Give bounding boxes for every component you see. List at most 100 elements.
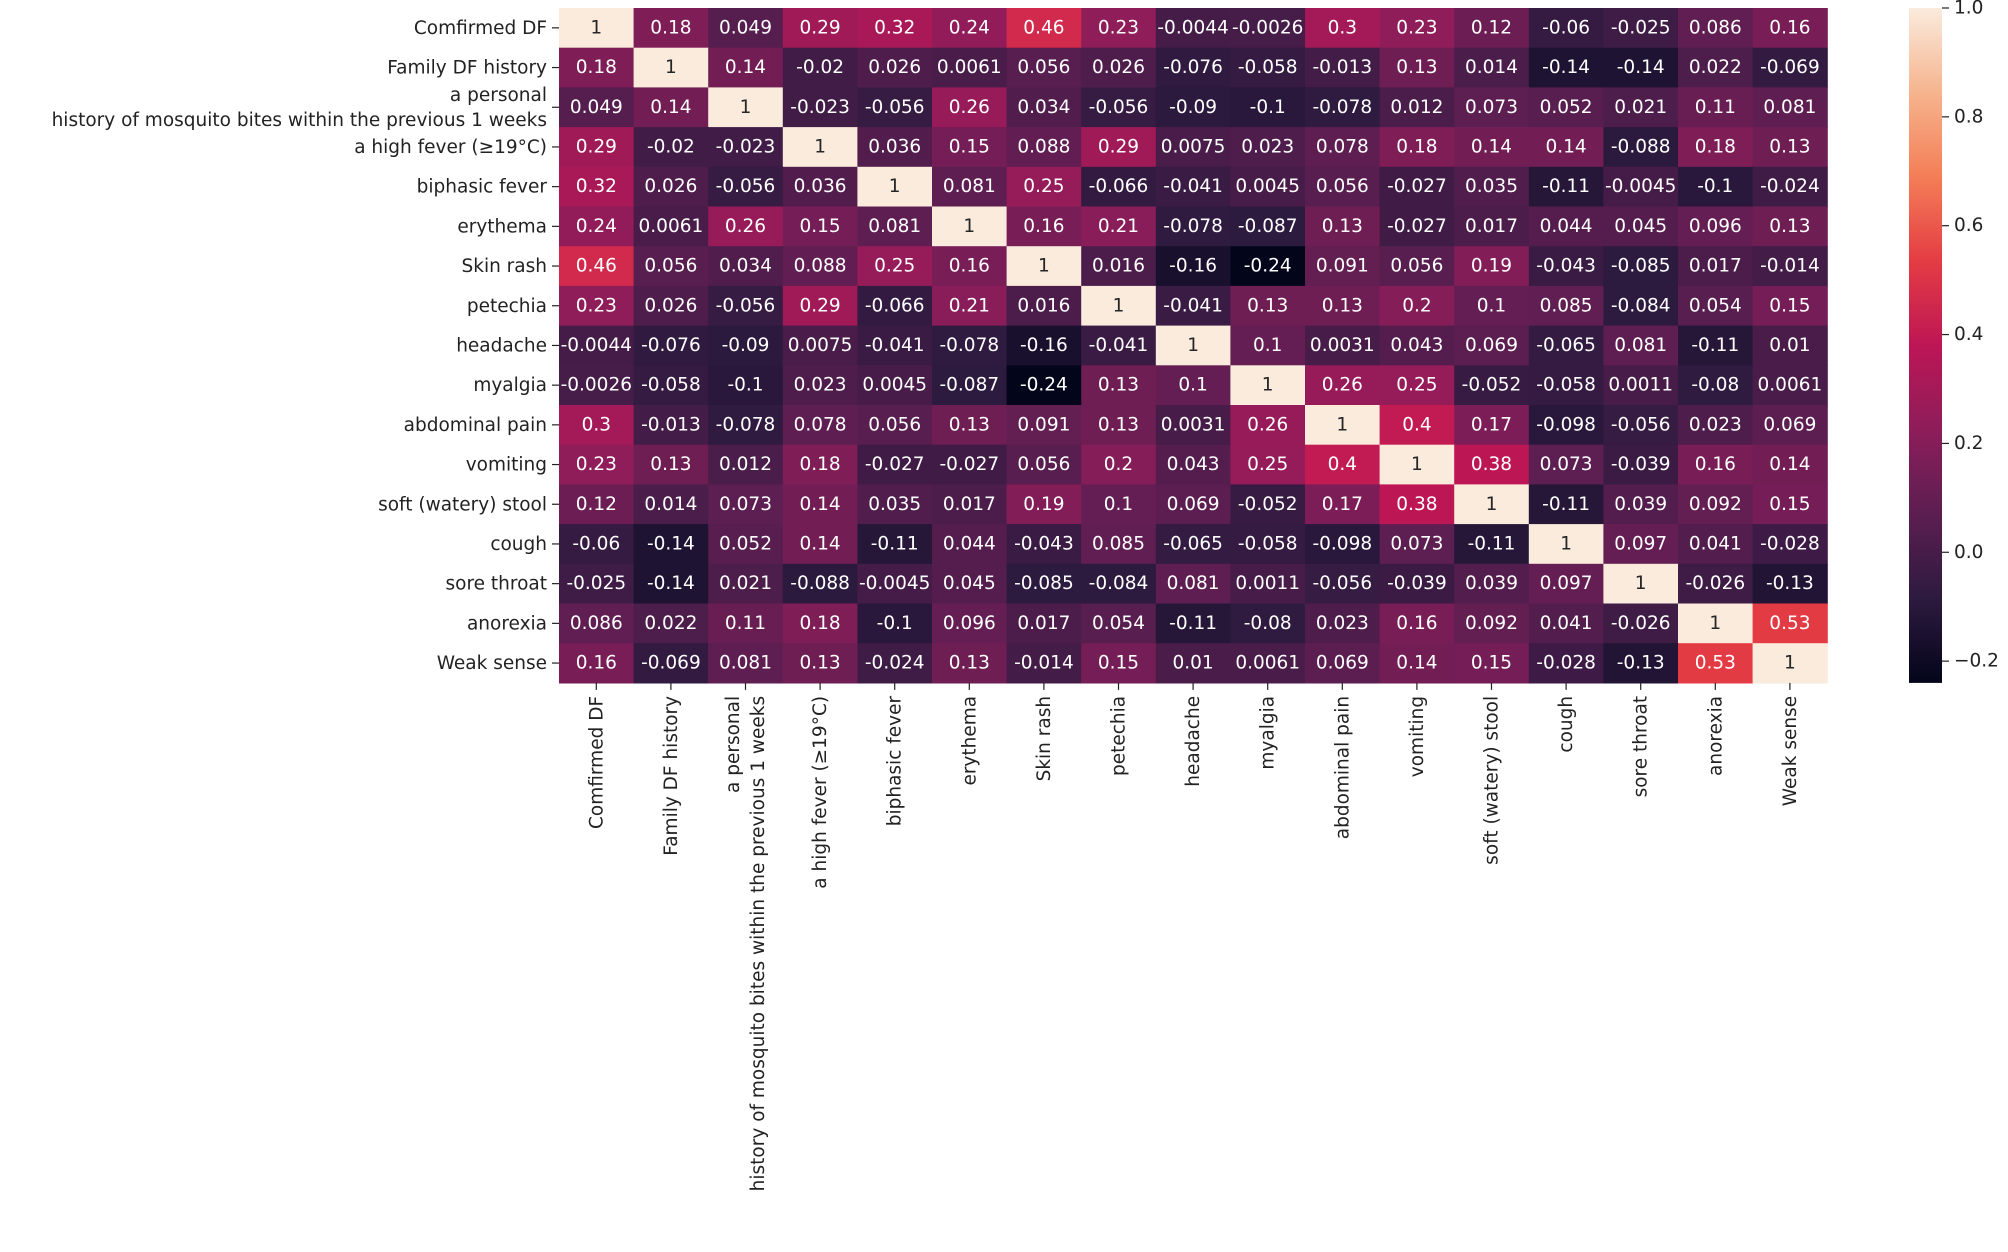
heatmap-cell-r16-c16 [1752,643,1828,684]
colorbar-tick-label-2: 0.2 [1954,433,1983,454]
cell-value-label-r11-c5: -0.027 [939,454,999,475]
cell-value-label-r12-c0: 0.12 [576,494,617,515]
heatmap-cell-r11-c13 [1528,444,1604,485]
heatmap-cell-r16-c13 [1528,643,1604,684]
heatmap-cell-r8-c1 [633,325,709,366]
heatmap-cell-r9-c13 [1528,365,1604,406]
heatmap-cell-r11-c12 [1454,444,1530,485]
heatmap-cell-r13-c10 [1305,524,1381,565]
cell-value-label-r5-c4: 0.081 [868,216,921,237]
cell-value-label-r3-c12: 0.14 [1471,136,1512,157]
heatmap-cell-r14-c6 [1006,563,1082,605]
cell-value-label-r6-c0: 0.46 [576,256,617,277]
cell-value-label-r1-c16: -0.069 [1760,57,1820,78]
cell-value-label-r9-c16: 0.0061 [1758,375,1823,396]
heatmap-cell-r2-c14 [1603,87,1679,128]
cell-value-label-r13-c10: -0.098 [1312,533,1372,554]
cell-value-label-r3-c8: 0.0075 [1161,136,1226,157]
cell-value-label-r3-c13: 0.14 [1545,136,1586,157]
heatmap-cell-r8-c8 [1155,325,1231,366]
cell-value-label-r0-c5: 0.24 [949,17,990,38]
heatmap-cell-r15-c4 [857,603,933,644]
cell-value-label-r4-c0: 0.32 [576,176,617,197]
cell-value-label-r2-c12: 0.073 [1465,97,1518,118]
cell-value-label-r2-c9: -0.1 [1250,97,1286,118]
cell-value-label-r10-c9: 0.26 [1247,414,1288,435]
heatmap-cell-r12-c15 [1678,484,1754,525]
cell-value-label-r13-c7: 0.085 [1092,533,1145,554]
heatmap-cell-r8-c12 [1454,325,1530,366]
cell-value-label-r11-c4: -0.027 [865,454,925,475]
cell-value-label-r16-c12: 0.15 [1471,653,1512,674]
cell-value-label-r1-c5: 0.0061 [937,57,1002,78]
heatmap-cell-r6-c15 [1678,246,1754,287]
heatmap-cell-r4-c3 [782,166,858,208]
heatmap-cell-r15-c10 [1305,603,1381,644]
cell-value-label-r16-c5: 0.13 [949,653,990,674]
cell-value-label-r8-c15: -0.11 [1691,335,1739,356]
cell-value-label-r10-c5: 0.13 [949,414,990,435]
heatmap-cell-r0-c8 [1155,8,1231,49]
cell-value-label-r1-c12: 0.014 [1465,57,1518,78]
heatmap-cell-r11-c11 [1379,444,1455,485]
heatmap-cell-r1-c0 [559,47,635,88]
cell-value-label-r7-c15: 0.054 [1689,295,1742,316]
cell-value-label-r8-c10: 0.0031 [1310,335,1375,356]
cell-value-label-r5-c2: 0.26 [725,216,766,237]
cell-value-label-r10-c0: 0.3 [582,414,611,435]
cell-value-label-r14-c4: -0.0045 [859,573,930,594]
heatmap-cell-r3-c14 [1603,127,1679,168]
heatmap-cell-r9-c11 [1379,365,1455,406]
heatmap-cell-r3-c6 [1006,127,1082,168]
column-label-1: Family DF history [660,696,681,856]
heatmap-cell-r4-c9 [1230,166,1306,208]
column-label-15: anorexia [1705,696,1726,776]
cell-value-label-r0-c9: -0.0026 [1232,17,1303,38]
heatmap-cell-r9-c12 [1454,365,1530,406]
row-label-13: cough [490,533,547,554]
cell-value-label-r2-c13: 0.052 [1540,97,1593,118]
cell-value-label-r15-c3: 0.18 [799,613,840,634]
cell-value-label-r10-c15: 0.023 [1689,414,1742,435]
heatmap-cell-r5-c6 [1006,206,1082,247]
cell-value-label-r14-c3: -0.088 [790,573,850,594]
cell-value-label-r6-c10: 0.091 [1316,256,1369,277]
cell-value-label-r11-c10: 0.4 [1328,454,1357,475]
cell-value-label-r16-c11: 0.14 [1396,653,1437,674]
cell-value-label-r10-c13: -0.098 [1536,414,1596,435]
cell-value-label-r16-c16: 1 [1784,653,1796,674]
heatmap-cell-r5-c11 [1379,206,1455,247]
heatmap-cell-r11-c7 [1081,444,1157,485]
cell-value-label-r13-c8: -0.065 [1163,533,1223,554]
cell-value-label-r6-c4: 0.25 [874,256,915,277]
cell-value-label-r6-c3: 0.088 [794,256,847,277]
cell-value-label-r12-c7: 0.1 [1104,494,1133,515]
heatmap-cell-r5-c12 [1454,206,1530,247]
cell-value-label-r8-c1: -0.076 [641,335,701,356]
cell-value-label-r4-c12: 0.035 [1465,176,1518,197]
cell-value-label-r13-c3: 0.14 [799,533,840,554]
heatmap-cell-r5-c7 [1081,206,1157,247]
cell-value-label-r9-c4: 0.0045 [862,375,927,396]
heatmap-cell-r12-c11 [1379,484,1455,525]
heatmap-cell-r10-c13 [1528,405,1604,446]
heatmap-cell-r13-c7 [1081,524,1157,565]
cell-value-label-r8-c16: 0.01 [1769,335,1810,356]
cell-value-label-r7-c6: 0.016 [1017,295,1070,316]
cell-value-label-r14-c16: -0.13 [1766,573,1814,594]
cell-value-label-r0-c1: 0.18 [650,17,691,38]
heatmap-cell-r1-c4 [857,47,933,88]
heatmap-cell-r16-c2 [708,643,784,684]
heatmap-cell-r0-c3 [782,8,858,49]
heatmap-cell-r4-c1 [633,166,709,208]
heatmap-cell-r0-c6 [1006,8,1082,49]
cell-value-label-r8-c7: -0.041 [1089,335,1149,356]
cell-value-label-r15-c11: 0.16 [1396,613,1437,634]
heatmap-cell-r12-c16 [1752,484,1828,525]
heatmap-cell-r14-c13 [1528,563,1604,605]
cell-value-label-r12-c10: 0.17 [1322,494,1363,515]
row-label-5: erythema [457,216,547,237]
cell-value-label-r11-c7: 0.2 [1104,454,1133,475]
cell-value-label-r10-c10: 1 [1336,414,1348,435]
colorbar: −0.2 0.0 0.2 0.4 0.6 0.8 1.0 [1909,0,1999,683]
